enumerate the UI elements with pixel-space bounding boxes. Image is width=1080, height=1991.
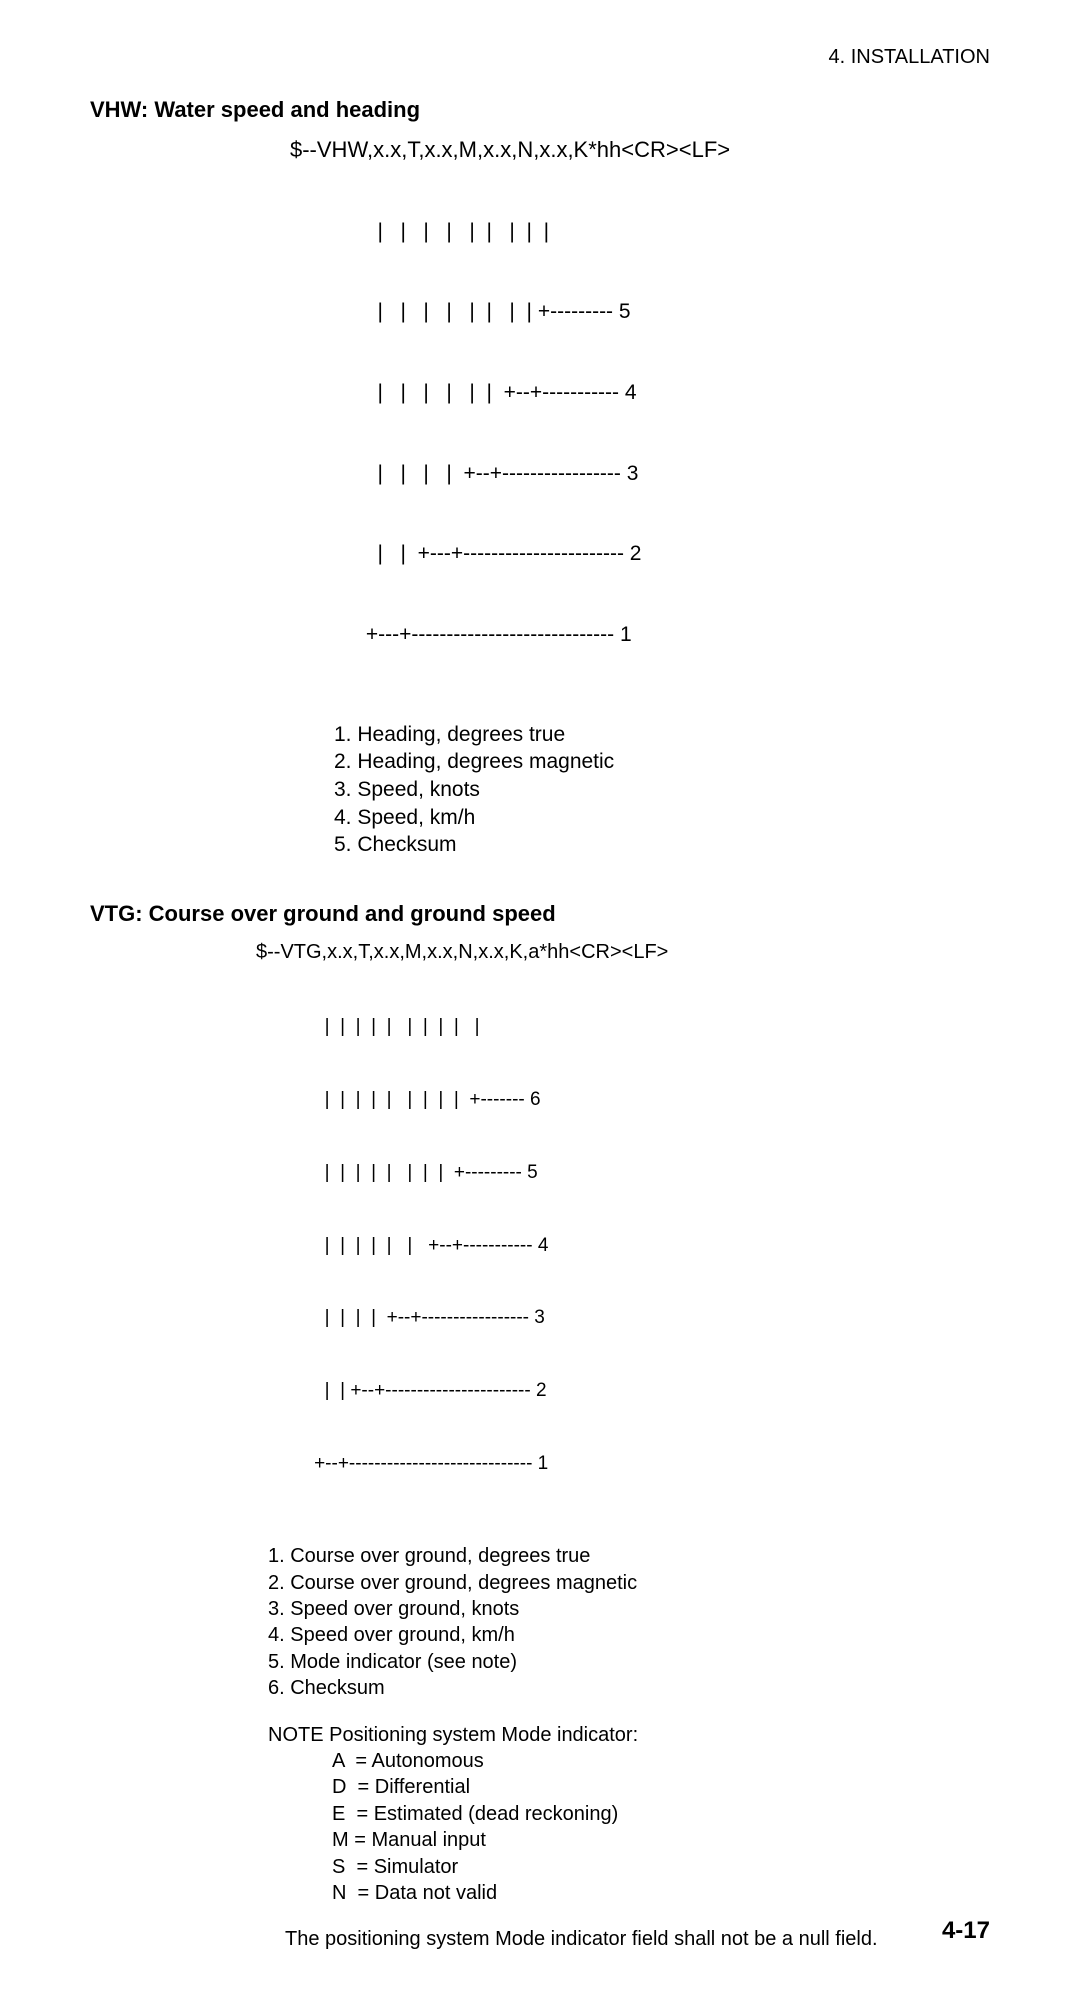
vtg-note-intro: NOTE Positioning system Mode indicator: <box>268 1722 990 1748</box>
vhw-diagram-line: | | +---+----------------------- 2 <box>290 541 990 568</box>
vhw-diagram-line: | | | | | | | | | <box>290 219 990 246</box>
header-section-label: 4. INSTALLATION <box>90 46 990 69</box>
vtg-legend-item: 5. Mode indicator (see note) <box>268 1649 990 1675</box>
vhw-diagram-line: | | | | | | | | +--------- 5 <box>290 299 990 326</box>
vtg-note-item: S = Simulator <box>332 1854 990 1880</box>
vtg-diagram-line: | | | | | | | | | | <box>256 1015 990 1039</box>
page-container: 4. INSTALLATION VHW: Water speed and hea… <box>0 0 1080 1991</box>
vtg-note-item: A = Autonomous <box>332 1748 990 1774</box>
vtg-note-item: E = Estimated (dead reckoning) <box>332 1801 990 1827</box>
vtg-diagram-line: +--+----------------------------- 1 <box>256 1452 990 1476</box>
vtg-legend-item: 4. Speed over ground, km/h <box>268 1622 990 1648</box>
vtg-note-item: D = Differential <box>332 1774 990 1800</box>
vtg-diagram-line: | | | | | | +--+----------- 4 <box>256 1234 990 1258</box>
vhw-legend-item: 4. Speed, km/h <box>334 804 990 832</box>
vtg-diagram-line: | | +--+----------------------- 2 <box>256 1379 990 1403</box>
vtg-legend-item: 3. Speed over ground, knots <box>268 1596 990 1622</box>
vhw-diagram-line: | | | | | | +--+----------- 4 <box>290 380 990 407</box>
vhw-legend-item: 3. Speed, knots <box>334 776 990 804</box>
vhw-legend-item: 2. Heading, degrees magnetic <box>334 748 990 776</box>
page-number: 4-17 <box>942 1917 990 1945</box>
vtg-legend-item: 1. Course over ground, degrees true <box>268 1543 990 1569</box>
vhw-diagram: | | | | | | | | | | | | | | | | | +-----… <box>290 165 990 703</box>
vhw-diagram-line: +---+----------------------------- 1 <box>290 622 990 649</box>
vtg-note-items: A = Autonomous D = Differential E = Esti… <box>332 1748 990 1906</box>
vtg-diagram: | | | | | | | | | | | | | | | | | | | +-… <box>256 966 990 1525</box>
vhw-legend-item: 1. Heading, degrees true <box>334 721 990 749</box>
vtg-legend: 1. Course over ground, degrees true 2. C… <box>268 1543 990 1701</box>
vtg-legend-item: 2. Course over ground, degrees magnetic <box>268 1570 990 1596</box>
vhw-legend: 1. Heading, degrees true 2. Heading, deg… <box>334 721 990 860</box>
vtg-sentence: $--VTG,x.x,T,x.x,M,x.x,N,x.x,K,a*hh<CR><… <box>256 941 990 964</box>
vhw-heading: VHW: Water speed and heading <box>90 97 990 123</box>
vtg-heading: VTG: Course over ground and ground speed <box>90 901 990 927</box>
vtg-note-item: M = Manual input <box>332 1827 990 1853</box>
vhw-sentence: $--VHW,x.x,T,x.x,M,x.x,N,x.x,K*hh<CR><LF… <box>290 137 990 163</box>
vhw-legend-item: 5. Checksum <box>334 831 990 859</box>
vtg-legend-item: 6. Checksum <box>268 1675 990 1701</box>
vtg-note-item: N = Data not valid <box>332 1880 990 1906</box>
vtg-diagram-line: | | | | | | | | | +------- 6 <box>256 1088 990 1112</box>
vtg-section: VTG: Course over ground and ground speed… <box>90 901 990 1951</box>
vtg-diagram-line: | | | | | | | | +--------- 5 <box>256 1161 990 1185</box>
vhw-diagram-line: | | | | +--+----------------- 3 <box>290 461 990 488</box>
vtg-diagram-line: | | | | +--+----------------- 3 <box>256 1306 990 1330</box>
vtg-note: NOTE Positioning system Mode indicator: … <box>268 1722 990 1907</box>
vtg-final-note: The positioning system Mode indicator fi… <box>285 1928 990 1951</box>
